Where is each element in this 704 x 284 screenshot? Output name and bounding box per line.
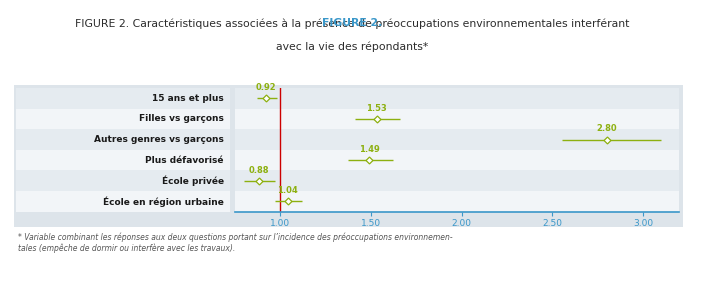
Text: Plus défavorisé: Plus défavorisé xyxy=(145,156,224,165)
Text: 0.92: 0.92 xyxy=(256,83,276,92)
Text: FIGURE 2. Caractéristiques associées à la présence de préoccupations environneme: FIGURE 2. Caractéristiques associées à l… xyxy=(75,18,629,29)
Text: 15 ans et plus: 15 ans et plus xyxy=(152,94,224,103)
Text: École privée: École privée xyxy=(162,176,224,186)
Text: avec la vie des répondants*: avec la vie des répondants* xyxy=(276,41,428,52)
Bar xyxy=(16,129,230,150)
Bar xyxy=(235,109,679,129)
Text: Filles vs garçons: Filles vs garçons xyxy=(139,114,224,124)
Bar xyxy=(16,150,230,170)
Bar xyxy=(16,109,230,129)
Bar xyxy=(235,150,679,170)
Text: * Variable combinant les réponses aux deux questions portant sur l’incidence des: * Variable combinant les réponses aux de… xyxy=(18,233,452,253)
Bar xyxy=(235,170,679,191)
Bar xyxy=(16,191,230,212)
Text: FIGURE 2.: FIGURE 2. xyxy=(322,18,382,28)
Text: Autres genres vs garçons: Autres genres vs garçons xyxy=(94,135,224,144)
Bar xyxy=(235,191,679,212)
Bar xyxy=(16,170,230,191)
Text: 1.49: 1.49 xyxy=(359,145,379,154)
Text: 1.53: 1.53 xyxy=(366,104,387,113)
Bar xyxy=(235,88,679,108)
Text: École en région urbaine: École en région urbaine xyxy=(103,196,224,206)
Text: 0.88: 0.88 xyxy=(249,166,269,174)
Bar xyxy=(235,129,679,150)
Text: 2.80: 2.80 xyxy=(596,124,617,133)
Text: 1.04: 1.04 xyxy=(277,186,298,195)
Bar xyxy=(16,88,230,108)
